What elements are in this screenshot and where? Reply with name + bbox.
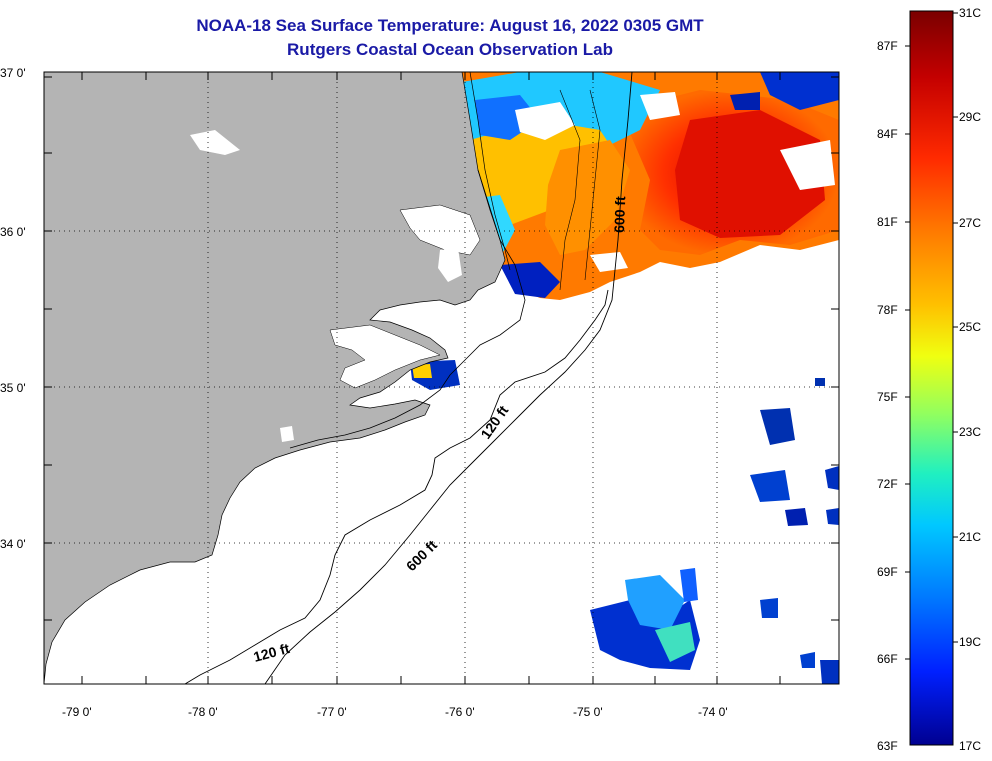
colorbar-c-31: 31C (959, 6, 981, 20)
colorbar-c-29: 29C (959, 110, 981, 124)
colorbar-c-17: 17C (959, 739, 981, 753)
colorbar-c-19: 19C (959, 635, 981, 649)
colorbar-c-23: 23C (959, 425, 981, 439)
inland-lake (190, 130, 240, 155)
colorbar-f-66: 66F (877, 652, 898, 666)
lon-label-75: -75 0' (573, 705, 603, 719)
contour-inner-2 (584, 89, 601, 281)
lat-label-35: 35 0' (0, 381, 26, 395)
lat-label-36: 36 0' (0, 225, 26, 239)
axis-ticks (44, 72, 839, 684)
contour-120ft (184, 289, 609, 684)
lon-label-74: -74 0' (698, 705, 728, 719)
colorbar-f-72: 72F (877, 477, 898, 491)
inland-lake-2 (280, 426, 294, 442)
colorbar-c-21: 21C (959, 530, 981, 544)
coastline-outer (289, 169, 526, 449)
lat-label-37: 37 0' (0, 66, 26, 80)
map-frame (43, 71, 840, 685)
map-subtitle: Rutgers Coastal Ocean Observation Lab (287, 40, 613, 59)
colorbar-f-69: 69F (877, 565, 898, 579)
contour-label-600ft-north: 600 ft (611, 196, 628, 233)
map-grid (44, 72, 839, 684)
land-mass (44, 72, 506, 684)
colorbar-f-84: 84F (877, 127, 898, 141)
sound-water-2 (399, 204, 481, 256)
lon-label-78: -78 0' (188, 705, 218, 719)
contour-inner (559, 89, 581, 291)
colorbar-ticks (905, 12, 958, 660)
map-title: NOAA-18 Sea Surface Temperature: August … (196, 16, 704, 35)
lat-label-34: 34 0' (0, 537, 26, 551)
sound-water (329, 324, 441, 389)
colorbar-c-25: 25C (959, 320, 981, 334)
contour-shelf-break (469, 72, 511, 271)
lon-label-79: -79 0' (62, 705, 92, 719)
colorbar-f-81: 81F (877, 215, 898, 229)
inland-water (438, 248, 462, 282)
colorbar-f-75: 75F (877, 390, 898, 404)
colorbar-c-27: 27C (959, 216, 981, 230)
contour-600ft (264, 72, 633, 684)
colorbar-f-78: 78F (877, 303, 898, 317)
lon-label-77: -77 0' (317, 705, 347, 719)
colorbar-f-63: 63F (877, 739, 898, 753)
colorbar-f-87: 87F (877, 39, 898, 53)
lon-label-76: -76 0' (445, 705, 475, 719)
colorbar (909, 10, 954, 746)
